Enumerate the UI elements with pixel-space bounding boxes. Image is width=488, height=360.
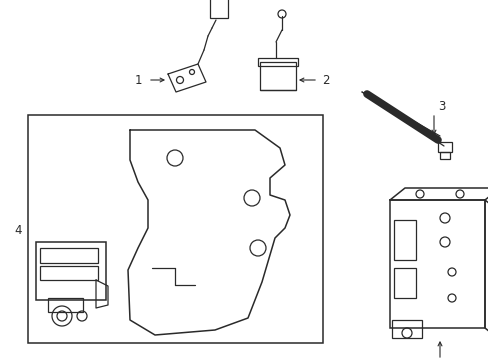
Text: 3: 3 — [437, 99, 445, 112]
Bar — [260, 62, 295, 90]
Bar — [36, 242, 106, 300]
Bar — [439, 152, 449, 159]
Text: 4: 4 — [14, 224, 21, 237]
Bar — [437, 142, 451, 152]
Text: 1: 1 — [134, 73, 142, 86]
Bar — [40, 266, 98, 280]
Bar — [40, 248, 98, 263]
Bar — [258, 58, 297, 66]
Bar — [28, 115, 323, 343]
Bar — [209, 0, 227, 18]
Bar — [393, 220, 415, 260]
Bar — [391, 320, 421, 338]
Bar — [389, 200, 484, 328]
Text: 2: 2 — [322, 73, 329, 86]
Bar — [393, 268, 415, 298]
Bar — [48, 298, 83, 312]
